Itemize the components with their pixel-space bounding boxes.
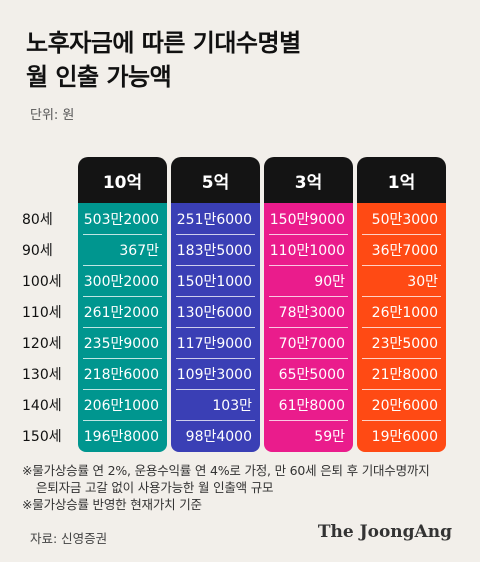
row-separator bbox=[83, 358, 162, 359]
table-cell: 300만2000 bbox=[83, 273, 159, 290]
table-cell: 218만6000 bbox=[83, 366, 159, 383]
row-separator bbox=[269, 420, 348, 421]
table-cell: 65만5000 bbox=[278, 366, 345, 383]
row-separator bbox=[176, 296, 255, 297]
row-separator bbox=[362, 234, 441, 235]
row-separator bbox=[362, 296, 441, 297]
row-separator bbox=[83, 420, 162, 421]
table-cell: 23만5000 bbox=[371, 335, 438, 352]
row-separator bbox=[269, 389, 348, 390]
table-cell: 103만 bbox=[212, 397, 252, 414]
footnote-1: ※물가상승률 연 2%, 운용수익률 연 4%로 가정, 만 60세 은퇴 후 … bbox=[22, 463, 430, 478]
row-label: 150세 bbox=[22, 428, 62, 445]
column-header: 3억 bbox=[264, 157, 353, 203]
row-separator bbox=[83, 389, 162, 390]
table-cell: 503만2000 bbox=[83, 211, 159, 228]
row-separator bbox=[269, 296, 348, 297]
table-cell: 61만8000 bbox=[278, 397, 345, 414]
row-separator bbox=[83, 327, 162, 328]
table-cell: 78만3000 bbox=[278, 304, 345, 321]
column-header: 5억 bbox=[171, 157, 260, 203]
row-separator bbox=[269, 327, 348, 328]
table-cell: 59만 bbox=[314, 428, 345, 445]
table-cell: 20만6000 bbox=[371, 397, 438, 414]
table-cell: 50만3000 bbox=[371, 211, 438, 228]
table-cell: 130만6000 bbox=[176, 304, 252, 321]
row-separator bbox=[269, 358, 348, 359]
table-cell: 251만6000 bbox=[176, 211, 252, 228]
table-cell: 26만1000 bbox=[371, 304, 438, 321]
column-header: 10억 bbox=[78, 157, 167, 203]
unit-label: 단위: 원 bbox=[30, 108, 75, 123]
table-cell: 150만9000 bbox=[269, 211, 345, 228]
row-separator bbox=[362, 358, 441, 359]
table-cell: 183만5000 bbox=[176, 242, 252, 259]
table-cell: 30만 bbox=[407, 273, 438, 290]
row-separator bbox=[362, 265, 441, 266]
row-separator bbox=[362, 389, 441, 390]
table-cell: 19만6000 bbox=[371, 428, 438, 445]
chart-title: 노후자금에 따른 기대수명별 월 인출 가능액 bbox=[26, 26, 466, 94]
row-separator bbox=[83, 265, 162, 266]
row-separator bbox=[269, 265, 348, 266]
row-separator bbox=[176, 358, 255, 359]
row-label: 140세 bbox=[22, 397, 62, 414]
title-line-1: 노후자금에 따른 기대수명별 bbox=[26, 29, 301, 57]
row-label: 90세 bbox=[22, 242, 53, 259]
publisher-logo: The JoongAng bbox=[317, 522, 452, 542]
table-cell: 367만 bbox=[119, 242, 159, 259]
row-label: 110세 bbox=[22, 304, 62, 321]
footnote-2: ※물가상승률 반영한 현재가치 기준 bbox=[22, 497, 202, 512]
table-cell: 109만3000 bbox=[176, 366, 252, 383]
footnote-1-continued: 은퇴자금 고갈 없이 사용가능한 월 인출액 규모 bbox=[36, 480, 274, 495]
row-separator bbox=[362, 327, 441, 328]
row-separator bbox=[269, 234, 348, 235]
row-separator bbox=[176, 234, 255, 235]
table-cell: 206만1000 bbox=[83, 397, 159, 414]
row-separator bbox=[176, 389, 255, 390]
table-cell: 36만7000 bbox=[371, 242, 438, 259]
row-separator bbox=[176, 265, 255, 266]
column-header: 1억 bbox=[357, 157, 446, 203]
title-line-2: 월 인출 가능액 bbox=[26, 63, 172, 91]
row-separator bbox=[176, 327, 255, 328]
row-separator bbox=[362, 420, 441, 421]
table-cell: 261만2000 bbox=[83, 304, 159, 321]
table-cell: 98만4000 bbox=[185, 428, 252, 445]
row-separator bbox=[176, 420, 255, 421]
row-label: 130세 bbox=[22, 366, 62, 383]
table-cell: 150만1000 bbox=[176, 273, 252, 290]
table-cell: 110만1000 bbox=[269, 242, 345, 259]
table-cell: 70만7000 bbox=[278, 335, 345, 352]
table-cell: 21만8000 bbox=[371, 366, 438, 383]
table-cell: 235만9000 bbox=[83, 335, 159, 352]
table-cell: 117만9000 bbox=[176, 335, 252, 352]
table-cell: 196만8000 bbox=[83, 428, 159, 445]
source-label: 자료: 신영증권 bbox=[30, 531, 108, 546]
row-label: 80세 bbox=[22, 211, 53, 228]
row-label: 120세 bbox=[22, 335, 62, 352]
row-label: 100세 bbox=[22, 273, 62, 290]
row-separator bbox=[83, 234, 162, 235]
table-cell: 90만 bbox=[314, 273, 345, 290]
row-separator bbox=[83, 296, 162, 297]
